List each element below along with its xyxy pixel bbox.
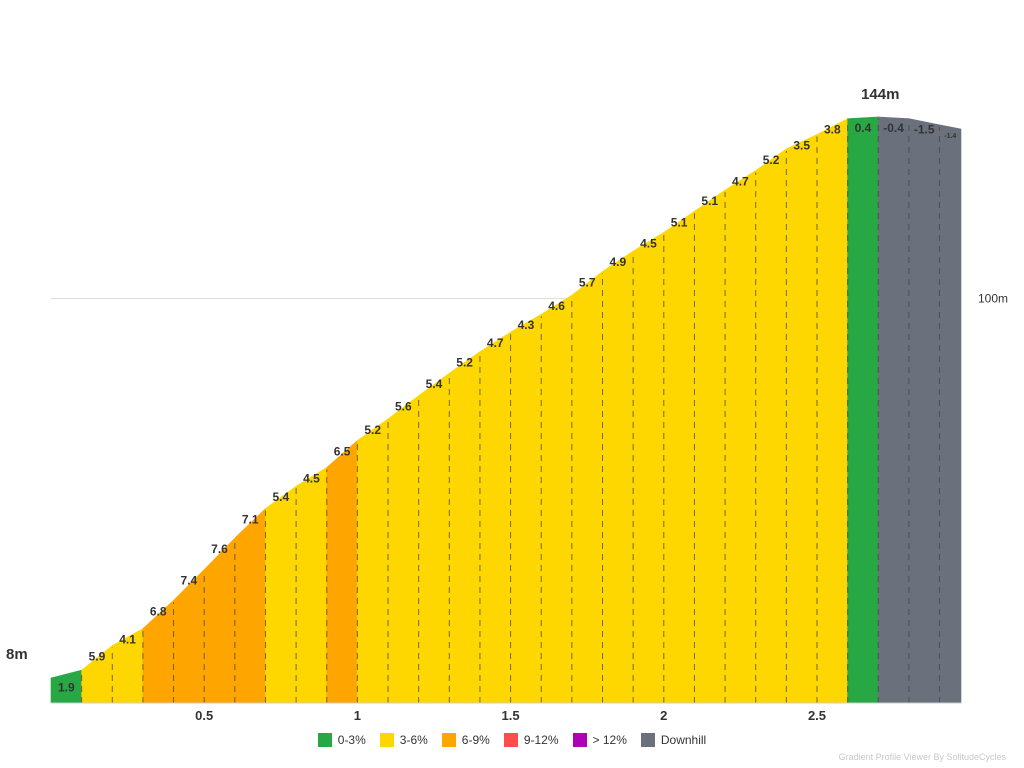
segment-gradient-label: -1.5: [914, 123, 935, 137]
gradient-segment-14: [449, 351, 481, 704]
segment-gradient-label: 7.1: [242, 513, 259, 527]
y-tick-label: 100m: [978, 292, 1008, 306]
gradient-segment-27: [847, 116, 879, 704]
gradient-segment-9: [295, 466, 328, 704]
segment-gradient-label: 5.4: [426, 377, 443, 391]
legend-swatch: [317, 733, 332, 747]
legend-swatch: [441, 733, 456, 747]
peak-elevation-label: 144m: [861, 86, 899, 103]
gradient-segment-19: [602, 250, 634, 704]
x-tick-label: 0.5: [195, 708, 213, 723]
gradient-segment-20: [632, 231, 665, 704]
segment-gradient-label: 3.8: [824, 123, 841, 137]
start-elevation-label: 8m: [6, 646, 28, 663]
gradient-segment-26: [816, 118, 848, 704]
segment-gradient-label: -0.4: [883, 121, 904, 135]
gradient-segment-22: [694, 189, 726, 704]
gradient-segment-25: [786, 133, 818, 704]
segment-dividers: [81, 119, 941, 703]
segment-gradient-label: 0.4: [855, 121, 872, 135]
gradient-segment-10: [326, 439, 358, 704]
segment-gradient-label: 4.1: [119, 633, 136, 647]
gradient-segment-24: [755, 148, 787, 704]
legend-item[interactable]: 3-6%: [379, 733, 428, 747]
legend-label: Downhill: [660, 733, 707, 747]
segment-gradient-label: 5.4: [272, 490, 289, 504]
segment-gradient-label: 5.1: [671, 215, 688, 229]
gradient-segment-30: [939, 124, 962, 704]
gradient-profile-chart: 100m 1.9 5.9 4.1 6.8 7.4 7.6 7.1 5.4 4.5 6.5 5.2 5.…: [6, 86, 1008, 723]
segment-gradient-label: 6.5: [334, 444, 351, 458]
legend-swatch: [503, 733, 518, 747]
gradient-segment-28: [877, 116, 910, 704]
x-axis: 0.5 1 1.5 2 2.5: [51, 702, 961, 723]
x-tick-label: 2: [660, 708, 667, 723]
legend-label: 6-9%: [461, 733, 490, 747]
gradient-segment-6: [203, 537, 236, 704]
legend-item[interactable]: 9-12%: [503, 733, 559, 747]
legend-item[interactable]: 6-9%: [441, 733, 490, 747]
segment-gradient-label: 4.7: [487, 336, 504, 350]
segment-gradient-label: 4.6: [548, 299, 565, 313]
segment-gradient-label: 5.9: [89, 650, 106, 664]
legend-swatch: [572, 733, 587, 747]
x-tick-label: 2.5: [808, 708, 826, 723]
legend-label: 9-12%: [523, 733, 559, 747]
gradient-segment-17: [540, 294, 573, 704]
legend: 0-3% 3-6% 6-9% 9-12% > 12% Downhill: [0, 733, 1024, 747]
segment-gradient-label: 5.1: [701, 194, 718, 208]
segment-gradient-label: 5.2: [364, 423, 381, 437]
gradient-segment-15: [479, 331, 511, 704]
legend-item[interactable]: Downhill: [640, 733, 707, 747]
gradient-segment-18: [571, 270, 603, 704]
gradient-segment-21: [663, 210, 695, 704]
segment-gradient-label: 5.6: [395, 400, 412, 414]
gradient-segment-16: [510, 313, 542, 704]
elevation-end-labels: 8m 144m: [6, 86, 899, 663]
gradient-segment-5: [173, 568, 205, 704]
segment-gradient-label: 3.5: [793, 138, 810, 152]
segment-gradient-labels: 1.9 5.9 4.1 6.8 7.4 7.6 7.1 5.4 4.5 6.5 5.2 5.6 5.4 5…: [58, 121, 956, 695]
gradient-segment-13: [418, 372, 450, 704]
gradient-segment-23: [724, 170, 757, 704]
gradient-segment-8: [265, 485, 297, 704]
gradient-segment-29: [908, 118, 940, 704]
legend-label: 3-6%: [399, 733, 428, 747]
legend-label: > 12%: [592, 733, 627, 747]
segment-gradient-label: 4.5: [303, 471, 320, 485]
segment-gradient-label: 1.9: [58, 681, 75, 695]
segment-gradient-label: 7.6: [211, 542, 228, 556]
gradient-segment-12: [387, 395, 419, 704]
segment-gradient-label: 4.9: [609, 255, 626, 269]
segment-gradient-label: 4.5: [640, 236, 657, 250]
x-tick-label: 1.5: [502, 708, 520, 723]
gradient-segment-7: [234, 507, 266, 704]
segment-gradient-label: 5.2: [456, 356, 473, 370]
legend-swatch: [640, 733, 655, 747]
segment-gradient-label: 7.4: [181, 574, 198, 588]
segment-gradient-label: 5.2: [763, 153, 780, 167]
legend-label: 0-3%: [337, 733, 366, 747]
legend-swatch: [379, 733, 394, 747]
gradient-segment-11: [357, 418, 389, 704]
segment-gradient-label: 4.7: [732, 175, 749, 189]
legend-item[interactable]: 0-3%: [317, 733, 366, 747]
segment-gradient-label: 6.8: [150, 604, 167, 618]
segment-gradient-label: 5.7: [579, 275, 596, 289]
credit-text: Gradient Profile Viewer By SolitudeCycle…: [838, 752, 1006, 762]
segment-gradient-label: -1.4: [944, 133, 956, 140]
segment-gradient-label: 4.3: [518, 318, 535, 332]
x-tick-label: 1: [354, 708, 361, 723]
elevation-area: [50, 116, 962, 704]
legend-item[interactable]: > 12%: [572, 733, 627, 747]
